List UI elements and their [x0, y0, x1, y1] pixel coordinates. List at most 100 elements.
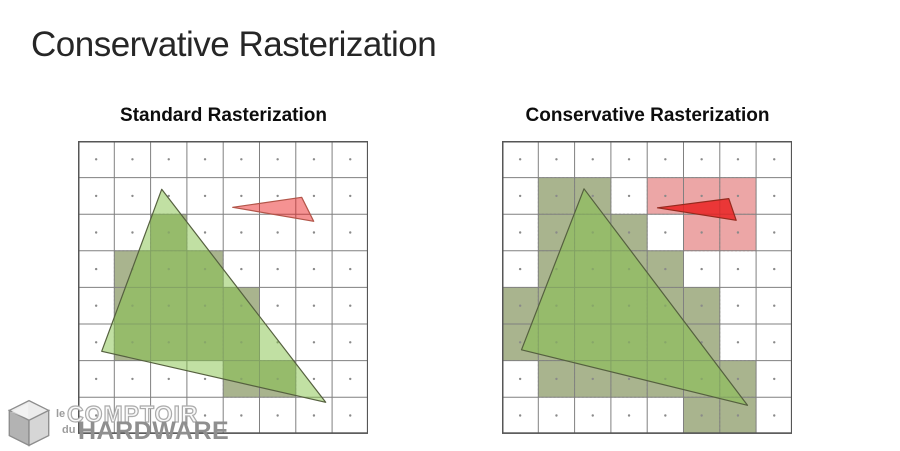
sample-dot	[276, 414, 279, 417]
sample-dot	[312, 231, 316, 234]
sample-dot	[312, 304, 316, 307]
sample-dot	[167, 194, 170, 198]
green-triangle	[520, 188, 749, 406]
sample-dot	[518, 304, 522, 307]
sample-dot	[773, 158, 776, 161]
sample-dot	[555, 414, 558, 417]
sample-dot	[240, 267, 243, 271]
green-triangle	[101, 188, 327, 403]
sample-dot	[312, 158, 316, 161]
sample-dot	[591, 414, 594, 417]
watermark-hardware-text: HARDWARE	[78, 417, 230, 445]
sample-dot	[664, 158, 667, 161]
sample-dot	[276, 267, 279, 271]
sample-dot	[736, 377, 740, 381]
sample-dot	[131, 377, 134, 381]
sample-dot	[700, 267, 703, 271]
sample-dot	[518, 414, 522, 417]
sample-dot	[203, 377, 207, 381]
sample-dot	[131, 231, 134, 234]
grid-border	[502, 141, 793, 434]
sample-dot	[773, 267, 776, 271]
sample-dot	[312, 377, 316, 381]
sample-dot	[555, 377, 558, 381]
sample-dot	[518, 377, 522, 381]
sample-dot	[240, 158, 243, 161]
sample-dot	[736, 194, 740, 198]
sample-dot	[627, 231, 631, 234]
sample-dot	[700, 158, 703, 161]
sample-dot	[312, 267, 316, 271]
sample-dot	[312, 194, 316, 198]
grid-border	[78, 141, 369, 434]
sample-dot	[131, 414, 134, 417]
sample-dot	[349, 158, 352, 161]
sample-dot	[664, 231, 667, 234]
sample-dot	[349, 377, 352, 381]
sample-dot	[240, 231, 243, 234]
sample-dot	[94, 158, 98, 161]
sample-dot	[736, 414, 740, 417]
watermark-le-text: le	[56, 408, 66, 420]
sample-dot	[700, 231, 703, 234]
sample-dot	[555, 194, 558, 198]
sample-dot	[773, 194, 776, 198]
sample-dot	[591, 158, 594, 161]
sample-dot	[276, 194, 279, 198]
sample-dot	[664, 194, 667, 198]
sample-dot	[349, 304, 352, 307]
sample-dot	[700, 194, 703, 198]
sample-dot	[349, 194, 352, 198]
conservative-rasterization-grid	[502, 141, 793, 434]
sample-dot	[131, 194, 134, 198]
sample-dot	[240, 194, 243, 198]
sample-dot	[94, 231, 98, 234]
sample-dot	[276, 304, 279, 307]
sample-dot	[349, 267, 352, 271]
sample-dot	[276, 231, 279, 234]
sample-dot	[349, 414, 352, 417]
sample-dot	[276, 158, 279, 161]
sample-dot	[94, 304, 98, 307]
sample-dot	[203, 414, 207, 417]
sample-dot	[167, 414, 170, 417]
sample-dot	[518, 231, 522, 234]
red-triangle	[656, 198, 737, 221]
sample-dot	[773, 341, 776, 344]
watermark-comptoir-text: COMPTOIR	[66, 400, 199, 427]
sample-dot	[203, 194, 207, 198]
sample-dot	[518, 194, 522, 198]
sample-dot	[773, 304, 776, 307]
conservative-rasterization-subtitle: Conservative Rasterization	[525, 105, 770, 126]
sample-dot	[94, 194, 98, 198]
sample-dot	[240, 414, 243, 417]
sample-dot	[518, 341, 522, 344]
sample-dot	[664, 267, 667, 271]
cube-logo-icon	[7, 399, 51, 447]
sample-dot	[736, 267, 740, 271]
sample-dot	[773, 414, 776, 417]
red-triangle	[232, 196, 315, 222]
comptoir-hardware-watermark: le COMPTOIR du HARDWARE	[0, 395, 240, 451]
sample-dot	[664, 414, 667, 417]
sample-dot	[555, 231, 558, 234]
sample-dot	[773, 377, 776, 381]
sample-dot	[736, 304, 740, 307]
sample-dot	[627, 194, 631, 198]
conservative-rasterization-diagram: Conservative Rasterization	[502, 105, 793, 434]
sample-dot	[312, 341, 316, 344]
sample-dot	[773, 231, 776, 234]
sample-dot	[349, 341, 352, 344]
sample-dot	[94, 377, 98, 381]
sample-dot	[203, 158, 207, 161]
sample-dot	[203, 231, 207, 234]
sample-dot	[627, 414, 631, 417]
sample-dot	[591, 377, 594, 381]
sample-dot	[700, 414, 703, 417]
sample-dot	[131, 158, 134, 161]
page-title: Conservative Rasterization	[31, 25, 437, 65]
sample-dot	[94, 414, 98, 417]
watermark-du-text: du	[62, 424, 76, 436]
sample-dot	[591, 194, 594, 198]
